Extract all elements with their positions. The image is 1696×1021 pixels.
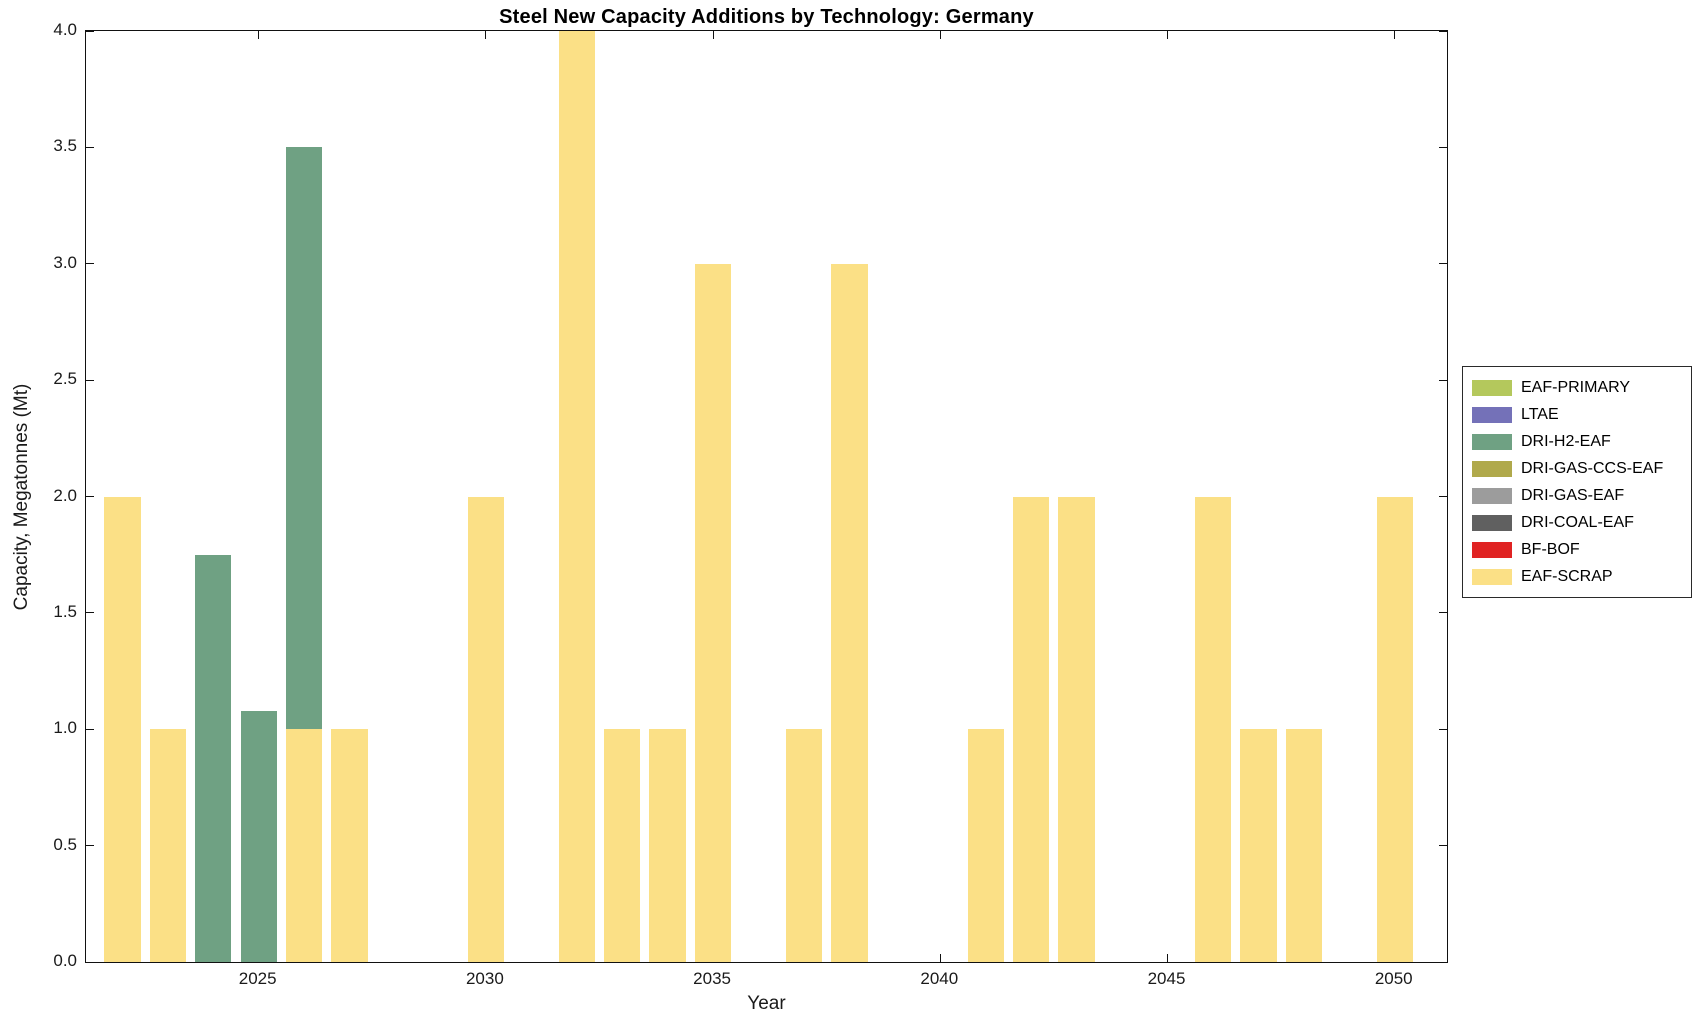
x-axis-label: Year bbox=[747, 993, 786, 1014]
legend-label: DRI-GAS-EAF bbox=[1521, 486, 1625, 504]
y-tick-1.5 bbox=[86, 612, 94, 614]
legend-label: EAF-SCRAP bbox=[1521, 567, 1613, 585]
legend-item-dri-coal-eaf: DRI-COAL-EAF bbox=[1472, 509, 1682, 536]
y-tick-4.0 bbox=[1439, 30, 1447, 32]
y-tick-3.5 bbox=[1439, 146, 1447, 148]
legend-label: DRI-COAL-EAF bbox=[1521, 513, 1634, 531]
y-tick-3.0 bbox=[1439, 263, 1447, 265]
bar-2048-eaf-scrap bbox=[1285, 729, 1323, 962]
y-tick-label: 2.5 bbox=[53, 369, 77, 389]
legend-label: DRI-H2-EAF bbox=[1521, 432, 1611, 450]
bar-2027-eaf-scrap bbox=[331, 729, 368, 962]
legend-item-dri-h2-eaf: DRI-H2-EAF bbox=[1472, 428, 1682, 455]
chart-title: Steel New Capacity Additions by Technolo… bbox=[499, 6, 1034, 28]
x-tick-2025 bbox=[258, 31, 260, 39]
y-tick-2.5 bbox=[1439, 379, 1447, 381]
x-tick-2045 bbox=[1167, 954, 1169, 962]
bar-2035-eaf-scrap bbox=[694, 263, 732, 962]
bar-2026-dri-h2-eaf bbox=[285, 147, 323, 730]
bar-2023-eaf-scrap bbox=[149, 729, 186, 962]
y-tick-label: 1.5 bbox=[53, 601, 77, 621]
legend-item-bf-bof: BF-BOF bbox=[1472, 536, 1682, 563]
bar-2050-eaf-scrap bbox=[1376, 496, 1413, 962]
y-tick-label: 2.0 bbox=[53, 485, 77, 505]
legend-swatch-eaf-primary bbox=[1472, 379, 1512, 396]
bar-2041-eaf-scrap bbox=[967, 729, 1004, 962]
y-tick-0.0 bbox=[1439, 961, 1447, 963]
y-tick-2.5 bbox=[86, 379, 94, 381]
legend-swatch-eaf-scrap bbox=[1472, 568, 1512, 585]
y-tick-0.5 bbox=[1439, 845, 1447, 847]
bar-2043-eaf-scrap bbox=[1058, 496, 1095, 962]
legend-item-ltae: LTAE bbox=[1472, 401, 1682, 428]
x-tick-label: 2035 bbox=[693, 969, 731, 988]
x-tick-2040 bbox=[939, 954, 941, 962]
y-tick-0.0 bbox=[86, 961, 94, 963]
y-tick-2.0 bbox=[1439, 496, 1447, 497]
bar-2022-eaf-scrap bbox=[104, 496, 141, 962]
bar-2026-eaf-scrap bbox=[285, 729, 323, 962]
y-tick-4.0 bbox=[86, 30, 94, 32]
legend-label: LTAE bbox=[1521, 405, 1559, 423]
legend: EAF-PRIMARY LTAE DRI-H2-EAF DRI-GAS-CCS-EAF… bbox=[1462, 366, 1692, 598]
legend-item-eaf-primary: EAF-PRIMARY bbox=[1472, 374, 1682, 401]
bar-2038-eaf-scrap bbox=[831, 263, 868, 962]
bar-2047-eaf-scrap bbox=[1240, 729, 1277, 962]
x-tick-2035 bbox=[712, 31, 714, 39]
legend-swatch-dri-h2-eaf bbox=[1472, 433, 1512, 450]
y-tick-0.5 bbox=[86, 845, 94, 847]
plot-area bbox=[85, 30, 1448, 963]
y-tick-label: 1.0 bbox=[53, 718, 77, 738]
bar-2033-eaf-scrap bbox=[604, 729, 641, 962]
bar-2030-eaf-scrap bbox=[467, 496, 505, 962]
legend-swatch-ltae bbox=[1472, 406, 1512, 423]
legend-item-eaf-scrap: EAF-SCRAP bbox=[1472, 563, 1682, 590]
legend-item-dri-gas-ccs-eaf: DRI-GAS-CCS-EAF bbox=[1472, 455, 1682, 482]
bar-2042-eaf-scrap bbox=[1013, 496, 1050, 962]
x-tick-2030 bbox=[485, 31, 487, 39]
y-tick-1.0 bbox=[86, 728, 94, 730]
legend-swatch-bf-bof bbox=[1472, 541, 1512, 558]
y-tick-3.0 bbox=[86, 263, 94, 265]
bar-2046-eaf-scrap bbox=[1194, 496, 1232, 962]
bar-2037-eaf-scrap bbox=[785, 729, 823, 962]
x-tick-label: 2045 bbox=[1147, 969, 1186, 988]
legend-label: BF-BOF bbox=[1521, 540, 1580, 558]
y-tick-label: 3.0 bbox=[53, 252, 77, 272]
legend-swatch-dri-gas-eaf bbox=[1472, 487, 1512, 504]
y-tick-3.5 bbox=[86, 146, 94, 148]
bar-2032-eaf-scrap bbox=[558, 31, 595, 962]
y-tick-label: 0.0 bbox=[53, 951, 77, 970]
y-tick-label: 4.0 bbox=[53, 20, 77, 39]
x-tick-2045 bbox=[1167, 31, 1169, 39]
legend-item-dri-gas-eaf: DRI-GAS-EAF bbox=[1472, 482, 1682, 509]
y-tick-2.0 bbox=[86, 496, 94, 497]
y-tick-label: 3.5 bbox=[53, 136, 77, 156]
y-tick-1.5 bbox=[1439, 612, 1447, 614]
x-tick-label: 2030 bbox=[465, 969, 504, 988]
legend-swatch-dri-gas-ccs-eaf bbox=[1472, 460, 1512, 477]
x-tick-label: 2025 bbox=[238, 969, 277, 988]
x-tick-2050 bbox=[1394, 31, 1396, 39]
x-tick-2040 bbox=[939, 31, 941, 39]
bar-2034-eaf-scrap bbox=[649, 729, 686, 962]
x-tick-label: 2040 bbox=[920, 969, 959, 988]
y-tick-1.0 bbox=[1439, 728, 1447, 730]
x-tick-label: 2050 bbox=[1374, 969, 1413, 988]
bar-2025-dri-h2-eaf bbox=[240, 710, 277, 962]
legend-label: EAF-PRIMARY bbox=[1521, 378, 1631, 396]
legend-swatch-dri-coal-eaf bbox=[1472, 514, 1512, 531]
y-tick-label: 0.5 bbox=[53, 834, 77, 854]
legend-label: DRI-GAS-CCS-EAF bbox=[1521, 459, 1664, 477]
bar-2024-dri-h2-eaf bbox=[195, 554, 232, 962]
